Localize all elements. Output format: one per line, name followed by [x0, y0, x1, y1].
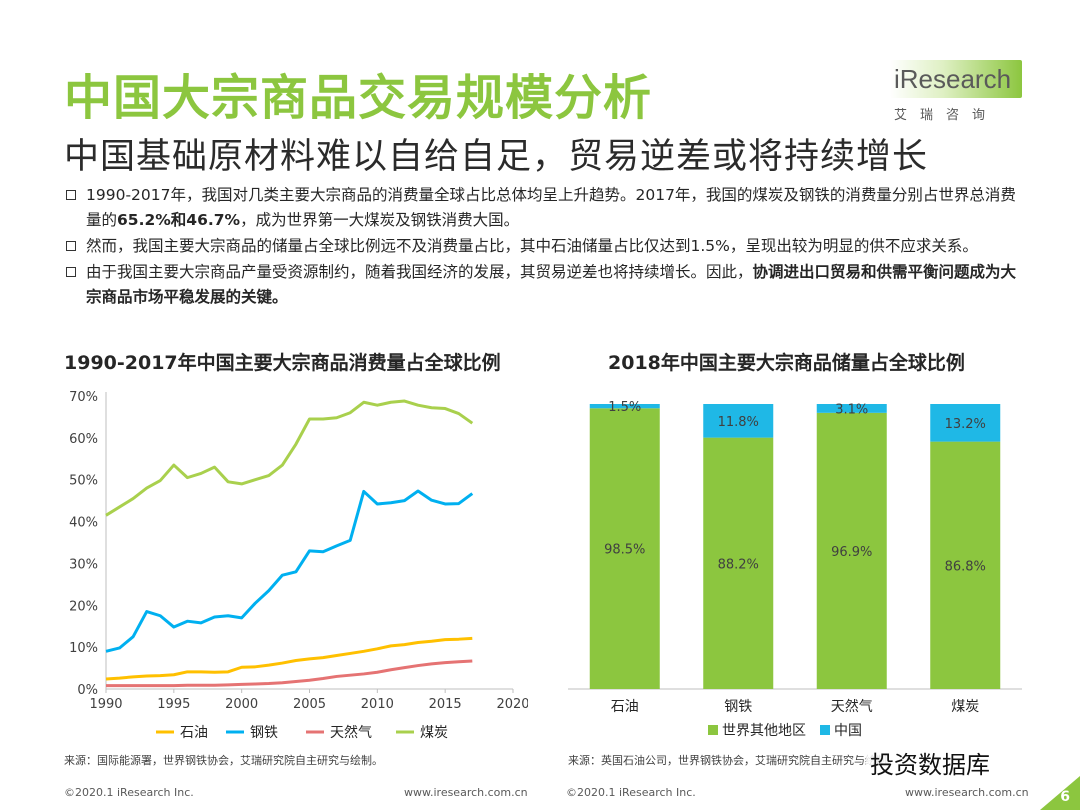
x-tick-label: 1990 — [89, 697, 122, 712]
bar-segment — [816, 412, 887, 689]
x-tick-label: 2020 — [496, 697, 528, 712]
checkbox-square-icon — [66, 241, 76, 251]
x-tick-label: 2005 — [293, 697, 326, 712]
logo-brand: iResearch — [894, 64, 1012, 94]
y-tick-label: 30% — [69, 557, 98, 572]
y-tick-label: 60% — [69, 432, 98, 447]
series-line — [105, 489, 474, 653]
page-number-badge: 6 — [1040, 776, 1080, 810]
category-label: 天然气 — [831, 698, 873, 715]
bar-data-label: 13.2% — [945, 417, 986, 432]
y-tick-label: 10% — [69, 641, 98, 656]
category-label: 煤炭 — [951, 699, 979, 715]
bullet-list: 1990-2017年，我国对几类主要大宗商品的消费量全球占比总体均呈上升趋势。2… — [64, 183, 1024, 311]
y-tick-label: 0% — [77, 683, 98, 698]
series-line — [105, 399, 474, 517]
bullet-item: 由于我国主要大宗商品产量受资源制约，随着我国经济的发展，其贸易逆差也将持续增长。… — [64, 260, 1024, 310]
footer-copyright-left: ©2020.1 iResearch Inc. — [64, 786, 194, 799]
bar-data-label: 98.5% — [604, 543, 645, 558]
bullet-text: 由于我国主要大宗商品产量受资源制约，随着我国经济的发展，其贸易逆差也将持续增长。… — [86, 263, 753, 281]
bar-chart-title: 2018年中国主要大宗商品储量占全球比例 — [608, 352, 965, 374]
x-tick-label: 2015 — [429, 697, 462, 712]
bar-segment — [930, 441, 1001, 689]
bar-segment — [816, 404, 887, 413]
y-tick-label: 70% — [69, 390, 98, 405]
bar-data-label: 88.2% — [718, 557, 759, 572]
legend-label: 石油 — [180, 725, 208, 741]
bar-data-label: 96.9% — [831, 545, 872, 560]
y-tick-label: 40% — [69, 516, 98, 531]
checkbox-square-icon — [66, 267, 76, 277]
checkbox-square-icon — [66, 190, 76, 200]
legend-label: 天然气 — [330, 724, 372, 741]
x-tick-label: 2010 — [361, 697, 394, 712]
category-label: 钢铁 — [724, 699, 752, 715]
y-tick-label: 20% — [69, 599, 98, 614]
bullet-text: ，成为世界第一大煤炭及钢铁消费大国。 — [240, 211, 520, 229]
legend-label: 煤炭 — [420, 725, 448, 741]
legend-label: 中国 — [834, 723, 862, 739]
x-tick-label: 1995 — [157, 697, 190, 712]
bar-segment — [930, 404, 1001, 442]
line-chart: 0% 10% 20% 30% 40% 50% 60% 70% 1990 1995 2000 2005 2… — [69, 390, 528, 741]
bar-data-label: 3.1% — [835, 402, 868, 417]
legend-label: 世界其他地区 — [722, 723, 806, 739]
bullet-text: 然而，我国主要大宗商品的储量占全球比例远不及消费量占比，其中石油储量占比仅达到1… — [86, 237, 978, 255]
bar-segment — [589, 404, 660, 409]
page-number: 6 — [1060, 789, 1070, 805]
bar-chart: 98.5% 1.5% 石油 88.2% 11.8% 钢铁 96.9% 3.1% 天然气 86.8%… — [568, 400, 1022, 739]
series-line — [106, 659, 473, 688]
bar-segment — [703, 404, 774, 438]
watermark-text: 投资数据库 — [866, 745, 994, 780]
bar-data-label: 11.8% — [718, 415, 759, 430]
bullet-emphasis: 65.2%和46.7% — [117, 211, 241, 229]
logo-cn: 艾瑞咨询 — [894, 108, 999, 123]
legend-label: 钢铁 — [250, 725, 278, 741]
category-label: 石油 — [611, 699, 639, 715]
source-left: 来源：国际能源署，世界钢铁协会，艾瑞研究院自主研究与绘制。 — [64, 754, 383, 767]
bar-segment — [703, 437, 774, 689]
y-tick-label: 50% — [69, 474, 98, 489]
legend-swatch — [820, 725, 830, 735]
bullet-text: 1990-2017年，我国对几类主要大宗商品的消费量全球占比总体均呈上升趋势。2… — [86, 186, 1016, 229]
bullet-emphasis: 协调进出口贸易和供需平衡问题成为大宗商品市场平稳发展的关键。 — [86, 263, 1017, 306]
footer-url-right: www.iresearch.com.cn — [905, 786, 1029, 799]
x-tick-label: 2000 — [225, 697, 258, 712]
logo-mark — [890, 60, 1022, 98]
legend-swatch — [708, 725, 718, 735]
bar-segment — [589, 408, 660, 689]
series-line — [105, 636, 473, 681]
bar-data-label: 86.8% — [945, 559, 986, 574]
footer-copyright-right: ©2020.1 iResearch Inc. — [566, 786, 696, 799]
line-chart-title: 1990-2017年中国主要大宗商品消费量占全球比例 — [64, 352, 501, 374]
page-corner-shape — [1040, 776, 1080, 810]
page-subtitle: 中国基础原材料难以自给自足，贸易逆差或将持续增长 — [64, 137, 929, 177]
bar-data-label: 1.5% — [608, 400, 641, 415]
footer-url-left: www.iresearch.com.cn — [404, 786, 528, 799]
bullet-item: 然而，我国主要大宗商品的储量占全球比例远不及消费量占比，其中石油储量占比仅达到1… — [64, 234, 1024, 259]
bullet-item: 1990-2017年，我国对几类主要大宗商品的消费量全球占比总体均呈上升趋势。2… — [64, 183, 1024, 233]
source-right: 来源：英国石油公司，世界钢铁协会，艾瑞研究院自主研究与绘制。 — [568, 754, 898, 767]
page-title: 中国大宗商品交易规模分析 — [64, 70, 653, 126]
iresearch-logo: iResearch 艾瑞咨询 — [890, 60, 1035, 130]
